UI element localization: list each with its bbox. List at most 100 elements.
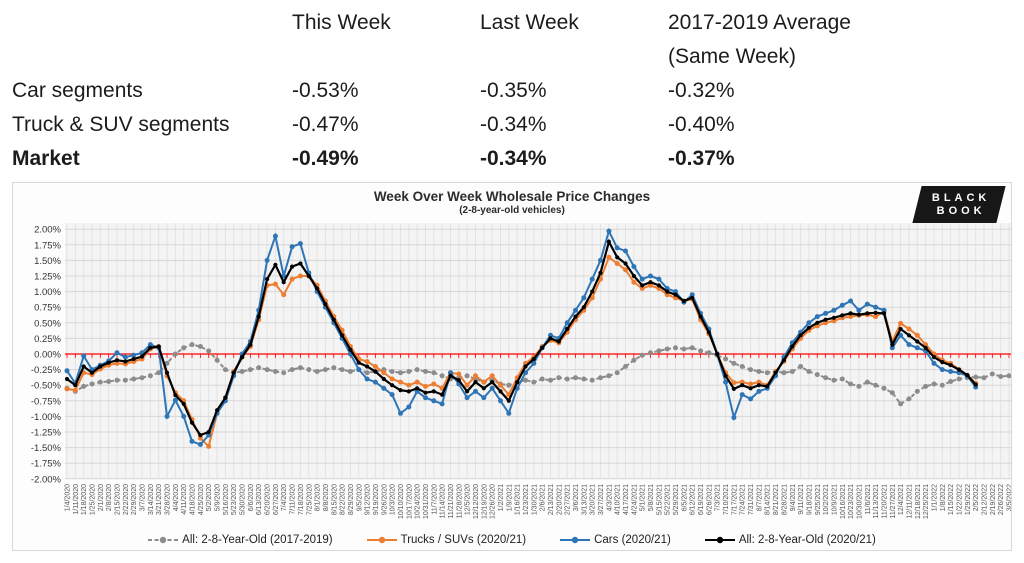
data-point-marker — [698, 314, 703, 319]
data-point-marker — [448, 373, 453, 378]
y-axis-tick-label: 1.25% — [34, 272, 61, 283]
legend-item-all-2-8-year-old-2017-2019-: All: 2-8-Year-Old (2017-2019) — [148, 534, 333, 546]
data-point-marker — [456, 371, 462, 377]
data-point-marker — [598, 375, 603, 381]
data-point-marker — [606, 373, 612, 379]
x-axis-tick-label: 2/22/2020 — [123, 484, 130, 515]
data-point-marker — [756, 379, 762, 385]
data-point-marker — [64, 368, 70, 374]
data-point-marker — [489, 373, 495, 379]
data-point-marker — [181, 413, 187, 419]
data-point-marker — [223, 395, 228, 400]
market-avg-value: -0.37% — [668, 147, 735, 170]
x-axis-tick-label: 5/22/2021 — [665, 484, 672, 515]
data-point-marker — [489, 385, 495, 391]
data-point-marker — [648, 273, 653, 279]
y-axis-tick-label: -1.75% — [31, 459, 62, 470]
data-point-marker — [389, 369, 395, 374]
data-point-marker — [439, 373, 445, 379]
data-point-marker — [923, 345, 928, 350]
data-point-marker — [898, 320, 904, 326]
data-point-marker — [239, 369, 245, 374]
column-header-this-week: This Week — [292, 11, 391, 34]
x-axis-tick-label: 12/11/2021 — [906, 484, 913, 519]
x-axis-tick-label: 3/20/2021 — [590, 484, 597, 515]
data-point-marker — [940, 360, 945, 365]
data-point-marker — [139, 354, 145, 359]
x-axis-tick-label: 11/27/2021 — [890, 484, 897, 519]
data-point-marker — [272, 281, 278, 287]
data-point-marker — [589, 295, 595, 301]
x-axis-tick-label: 1/8/2022 — [940, 484, 947, 511]
data-point-marker — [173, 393, 178, 398]
x-axis-tick-label: 12/5/2020 — [465, 484, 472, 515]
data-point-marker — [840, 313, 845, 318]
column-header-avg: 2017-2019 Average (Same Week) — [668, 11, 851, 68]
data-point-marker — [814, 372, 820, 378]
data-point-marker — [415, 386, 420, 391]
data-point-marker — [373, 369, 378, 374]
data-point-marker — [147, 373, 153, 379]
x-axis-tick-label: 7/10/2021 — [723, 484, 730, 515]
data-point-marker — [873, 314, 879, 320]
data-point-marker — [164, 413, 170, 419]
data-point-marker — [648, 280, 653, 285]
data-point-marker — [490, 380, 495, 385]
x-axis-tick-label: 3/6/2021 — [573, 484, 580, 511]
x-axis-tick-label: 10/16/2021 — [840, 484, 847, 519]
data-point-marker — [948, 363, 953, 368]
x-axis-tick-label: 8/28/2021 — [781, 484, 788, 515]
data-point-marker — [856, 383, 862, 389]
data-point-marker — [481, 379, 487, 385]
data-point-marker — [573, 307, 578, 313]
data-point-marker — [956, 367, 962, 372]
data-point-marker — [89, 381, 95, 387]
data-point-marker — [856, 312, 862, 317]
x-axis-tick-label: 1/11/2020 — [73, 484, 80, 515]
x-axis-tick-label: 12/25/2021 — [923, 484, 930, 519]
data-point-marker — [123, 359, 128, 364]
chart-subtitle: (2-8-year-old vehicles) — [459, 205, 565, 216]
x-axis-tick-label: 7/4/2020 — [281, 484, 288, 511]
x-axis-tick-label: 8/14/2021 — [765, 484, 772, 515]
data-point-marker — [531, 356, 536, 362]
data-point-marker — [973, 382, 978, 387]
data-point-marker — [464, 382, 470, 388]
data-point-marker — [197, 435, 203, 441]
y-axis-tick-label: 0.25% — [34, 334, 61, 345]
data-point-marker — [906, 333, 912, 338]
y-axis-tick-label: 1.00% — [34, 287, 61, 298]
x-axis-tick-label: 2/12/2022 — [981, 484, 988, 515]
data-point-marker — [573, 314, 578, 319]
x-axis-tick-label: 10/17/2020 — [406, 484, 413, 519]
data-point-marker — [465, 389, 470, 394]
data-point-marker — [331, 365, 337, 371]
data-point-marker — [681, 298, 687, 304]
x-axis-tick-label: 2/8/2020 — [106, 484, 113, 511]
y-axis-tick-label: 0.00% — [34, 350, 61, 361]
data-point-marker — [648, 282, 653, 288]
legend-item-all-2-8-year-old-2020-21-: All: 2-8-Year-Old (2020/21) — [704, 534, 876, 546]
y-axis-tick-label: 2.00% — [34, 225, 61, 236]
data-point-marker — [648, 350, 653, 356]
data-point-marker — [297, 241, 303, 247]
wholesale-price-chart-panel: -2.00% -1.75% -1.50% -1.25% -1.00% -0.75% -0.5… — [12, 182, 1012, 551]
x-axis-tick-label: 4/3/2021 — [606, 484, 613, 511]
data-point-marker — [639, 286, 645, 291]
data-point-marker — [531, 379, 537, 385]
data-point-marker — [939, 382, 945, 388]
x-axis-tick-label: 10/24/2020 — [415, 484, 422, 519]
data-point-marker — [264, 367, 270, 373]
data-point-marker — [856, 307, 862, 313]
x-axis-tick-label: 9/18/2021 — [806, 484, 813, 515]
data-point-marker — [540, 345, 545, 350]
x-axis-tick-label: 1/30/2021 — [531, 484, 538, 515]
data-point-marker — [398, 388, 403, 393]
data-point-marker — [673, 345, 678, 351]
data-point-marker — [706, 330, 712, 335]
data-point-marker — [606, 254, 612, 260]
data-point-marker — [931, 381, 937, 387]
x-axis-tick-label: 4/10/2021 — [615, 484, 622, 515]
data-point-marker — [390, 383, 395, 388]
data-point-marker — [631, 273, 637, 279]
